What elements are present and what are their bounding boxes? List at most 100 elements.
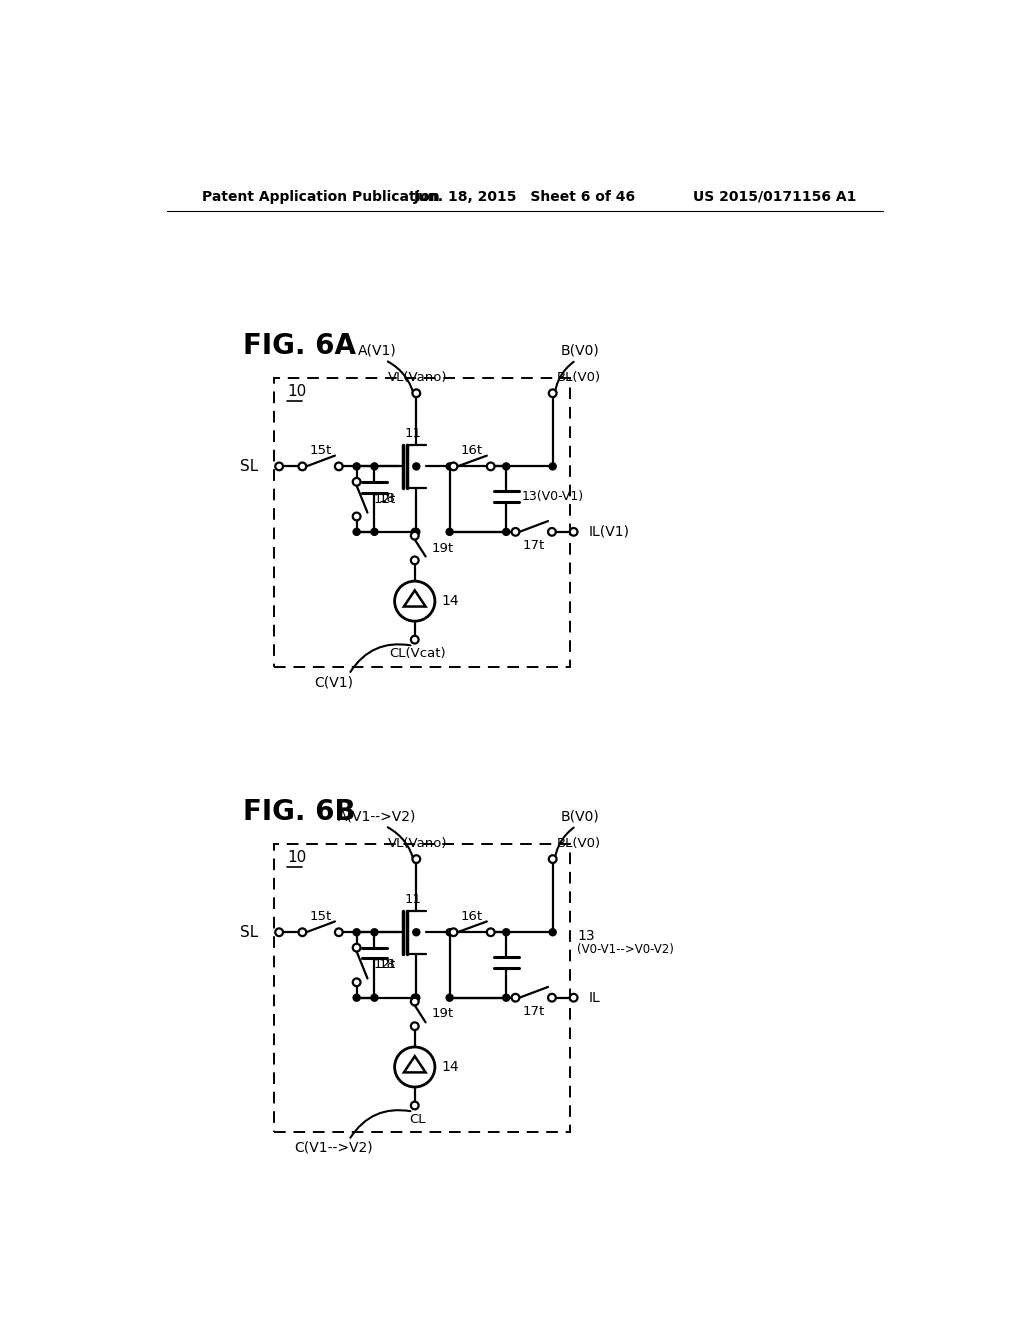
- Circle shape: [413, 389, 420, 397]
- Circle shape: [512, 994, 519, 1002]
- Circle shape: [446, 995, 453, 1001]
- Text: 19t: 19t: [432, 1007, 454, 1020]
- Text: Patent Application Publication: Patent Application Publication: [202, 190, 439, 203]
- Circle shape: [550, 929, 556, 936]
- Text: 19t: 19t: [432, 541, 454, 554]
- Circle shape: [414, 529, 420, 535]
- Text: 17t: 17t: [522, 539, 545, 552]
- Text: A(V1): A(V1): [358, 345, 397, 358]
- Circle shape: [372, 529, 378, 535]
- Circle shape: [550, 463, 556, 470]
- Text: FIG. 6A: FIG. 6A: [243, 331, 355, 359]
- Circle shape: [569, 994, 578, 1002]
- Text: B(V0): B(V0): [560, 345, 599, 358]
- Text: 10: 10: [287, 384, 306, 399]
- Bar: [273, 843, 569, 1133]
- Circle shape: [394, 1047, 435, 1088]
- Text: BL(V0): BL(V0): [557, 371, 601, 384]
- Text: 12t: 12t: [374, 958, 396, 972]
- Circle shape: [394, 581, 435, 622]
- Text: 11: 11: [404, 892, 422, 906]
- Text: VL(Vano): VL(Vano): [388, 371, 447, 384]
- Text: 13: 13: [578, 929, 595, 942]
- Circle shape: [548, 528, 556, 536]
- Circle shape: [549, 389, 557, 397]
- Circle shape: [411, 1102, 419, 1109]
- Circle shape: [412, 995, 418, 1001]
- FancyArrowPatch shape: [554, 362, 573, 396]
- Circle shape: [372, 463, 378, 470]
- Text: SL: SL: [240, 459, 258, 474]
- Circle shape: [412, 529, 418, 535]
- Circle shape: [569, 528, 578, 536]
- Circle shape: [299, 928, 306, 936]
- Circle shape: [411, 532, 419, 540]
- Text: SL: SL: [240, 925, 258, 940]
- Circle shape: [353, 463, 359, 470]
- Text: FIG. 6B: FIG. 6B: [243, 797, 355, 825]
- Circle shape: [411, 557, 419, 564]
- Bar: [273, 378, 569, 667]
- Text: 17t: 17t: [522, 1005, 545, 1018]
- Circle shape: [372, 929, 378, 936]
- Text: A(V1-->V2): A(V1-->V2): [338, 809, 417, 824]
- Circle shape: [446, 929, 453, 936]
- Circle shape: [414, 995, 420, 1001]
- Circle shape: [446, 529, 453, 535]
- Circle shape: [352, 944, 360, 952]
- Circle shape: [352, 512, 360, 520]
- Circle shape: [275, 462, 283, 470]
- Circle shape: [411, 1022, 419, 1030]
- Text: C(V1): C(V1): [314, 675, 353, 689]
- Circle shape: [503, 929, 509, 936]
- Text: 14: 14: [441, 1060, 459, 1074]
- Circle shape: [411, 998, 419, 1006]
- Circle shape: [352, 978, 360, 986]
- Circle shape: [414, 929, 420, 936]
- FancyArrowPatch shape: [350, 1110, 411, 1138]
- Circle shape: [353, 929, 359, 936]
- Circle shape: [450, 462, 458, 470]
- Text: 16t: 16t: [461, 445, 483, 458]
- Text: CL: CL: [409, 1113, 425, 1126]
- Text: B(V0): B(V0): [560, 809, 599, 824]
- Circle shape: [549, 855, 557, 863]
- Text: 10: 10: [287, 850, 306, 865]
- Circle shape: [503, 995, 509, 1001]
- Circle shape: [512, 528, 519, 536]
- FancyArrowPatch shape: [388, 362, 414, 397]
- Text: 18: 18: [378, 958, 395, 972]
- Text: 13(V0-V1): 13(V0-V1): [521, 490, 584, 503]
- Text: 16t: 16t: [461, 911, 483, 924]
- Text: BL(V0): BL(V0): [557, 837, 601, 850]
- Circle shape: [486, 462, 495, 470]
- FancyArrowPatch shape: [554, 828, 573, 862]
- Circle shape: [548, 994, 556, 1002]
- Text: 18: 18: [378, 492, 395, 506]
- Text: 14: 14: [441, 594, 459, 609]
- Text: US 2015/0171156 A1: US 2015/0171156 A1: [693, 190, 856, 203]
- Text: Jun. 18, 2015 Sheet 6 of 46: Jun. 18, 2015 Sheet 6 of 46: [414, 190, 636, 203]
- Circle shape: [486, 928, 495, 936]
- Circle shape: [275, 928, 283, 936]
- Circle shape: [335, 928, 343, 936]
- Circle shape: [299, 462, 306, 470]
- Text: (V0-V1-->V0-V2): (V0-V1-->V0-V2): [578, 942, 675, 956]
- Text: 15t: 15t: [309, 445, 332, 458]
- Circle shape: [335, 462, 343, 470]
- Circle shape: [353, 529, 359, 535]
- Circle shape: [413, 855, 420, 863]
- Text: 12t: 12t: [374, 492, 396, 506]
- Text: IL: IL: [589, 991, 601, 1005]
- Circle shape: [446, 463, 453, 470]
- Text: 11: 11: [404, 426, 422, 440]
- Circle shape: [414, 463, 420, 470]
- FancyArrowPatch shape: [388, 828, 414, 862]
- Text: VL(Vano): VL(Vano): [388, 837, 447, 850]
- Circle shape: [353, 995, 359, 1001]
- Circle shape: [352, 478, 360, 486]
- Circle shape: [450, 928, 458, 936]
- Circle shape: [411, 636, 419, 644]
- Text: 15t: 15t: [309, 911, 332, 924]
- Circle shape: [503, 463, 509, 470]
